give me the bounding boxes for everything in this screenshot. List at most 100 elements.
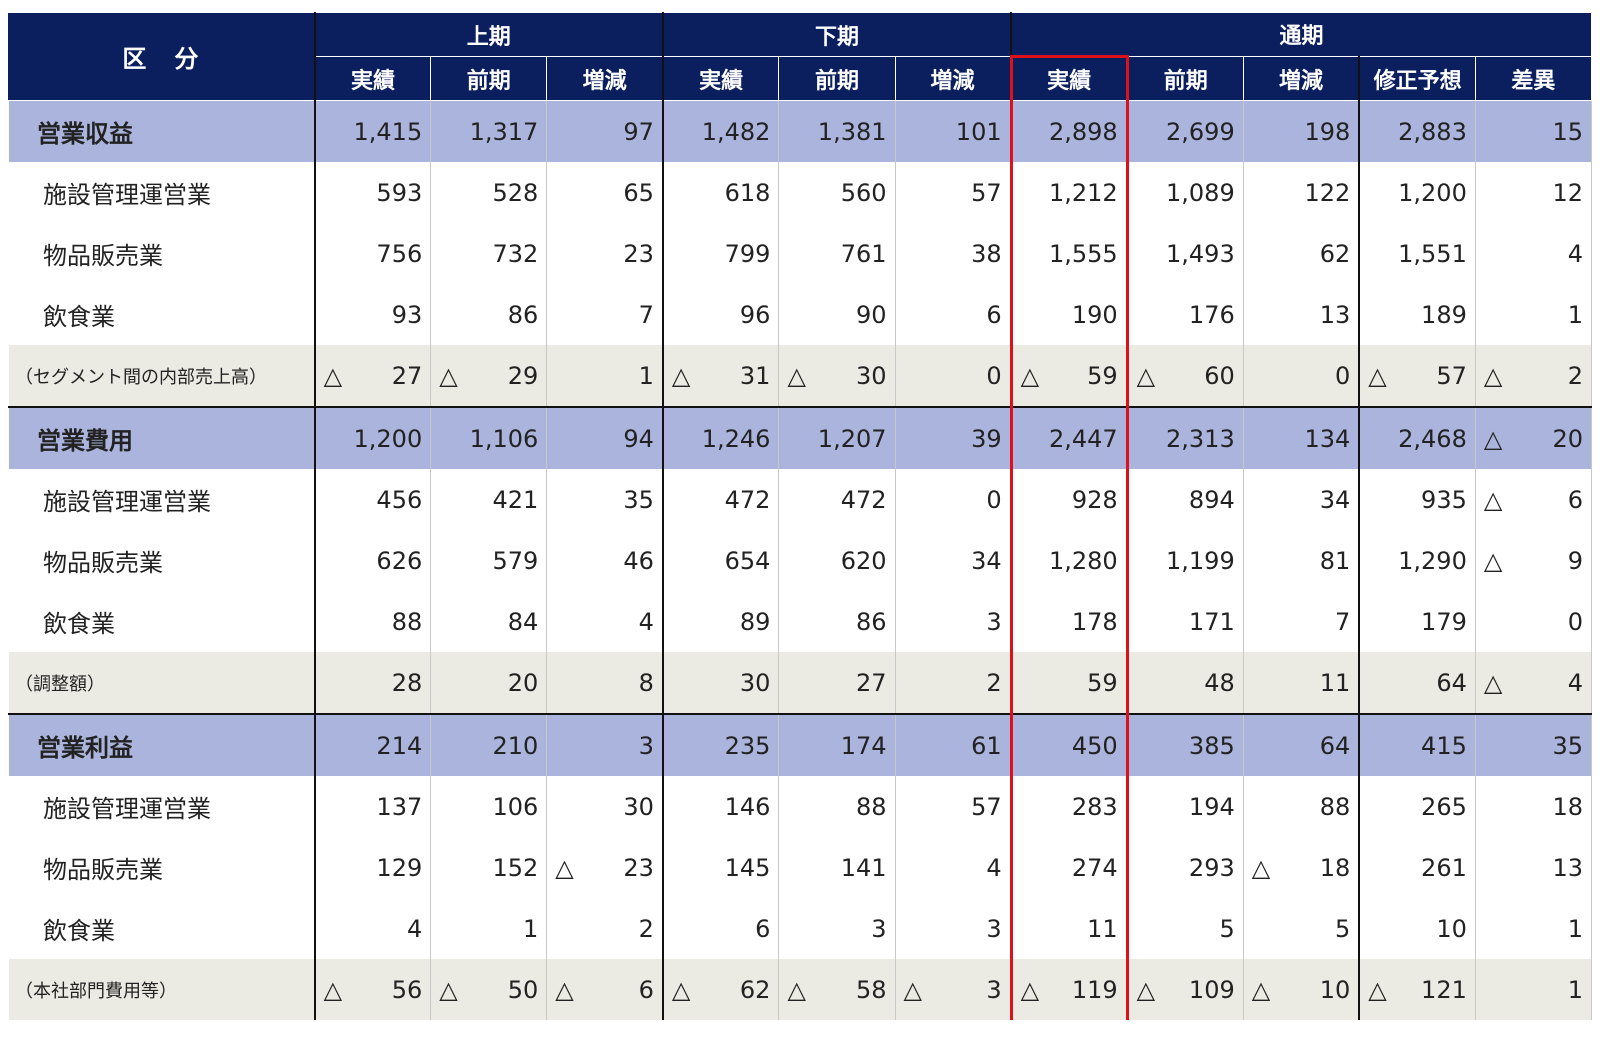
cell-content: 38 [904,240,1002,268]
cell-content: 472 [787,486,887,514]
cell-value: 626 [376,546,423,575]
cell-content: 62 [1252,240,1351,268]
cell-value: 274 [1071,853,1118,882]
table-row: 施設管理運営業 593 528 65 618 560 57 1,212 1,089 122 1,20… [7,162,1593,223]
column-header: 前期 [430,56,548,101]
cell-value: 1 [1567,975,1583,1004]
cell-value: 0 [1335,361,1351,390]
cell-content: 2,699 [1137,118,1235,146]
cell: △ 121 [1358,959,1476,1020]
cell: 28 [313,652,432,714]
cell-content: 528 [439,179,538,207]
cell: 86 [778,591,896,652]
cell-content: 178 [1021,608,1118,636]
cell-value: 50 [507,975,539,1004]
cell: 1,551 [1358,223,1476,284]
cell-value: 18 [1552,792,1583,821]
cell-content: 101 [904,118,1002,146]
cell-value: 5 [1335,914,1351,943]
cell: 86 [430,284,548,345]
cell-value: 2,468 [1398,424,1467,453]
cell-value: 210 [492,731,539,760]
cell-content: △ 18 [1252,854,1351,882]
cell: 1,381 [778,100,896,162]
cell: 179 [1358,591,1476,652]
cell: 799 [661,223,780,284]
cell: 2,883 [1358,100,1476,162]
cell-value: 3 [871,914,887,943]
cell-value: 106 [492,792,539,821]
cell-content: △ 31 [672,362,771,390]
cell-value: 20 [507,668,539,697]
cell-content: 35 [555,486,654,514]
cell-content: 35 [1484,732,1583,760]
cell-value: 145 [724,853,771,882]
cell-content: 141 [787,854,887,882]
cell-content: 235 [672,732,771,760]
cell-content: 90 [787,301,887,329]
cell-value: 6 [1567,485,1583,514]
cell-value: 9 [1567,546,1583,575]
negative-sign: △ [555,853,574,882]
cell: 190 [1009,284,1129,345]
cell-value: 57 [971,792,1002,821]
cell-value: 7 [638,300,654,329]
negative-sign: △ [555,975,574,1004]
cell-content: 84 [439,608,539,636]
cell-content: △ 10 [1252,976,1351,1004]
cell-content: 57 [904,793,1002,821]
cell-content: 415 [1368,732,1467,760]
cell: 23 [546,223,664,284]
row-label: 物品販売業 [7,223,316,284]
cell-content: 472 [672,486,771,514]
cell-content: 1,482 [672,118,771,146]
cell-content: 928 [1021,486,1118,514]
cell-content: 626 [324,546,423,575]
table-row: 飲食業 88 84 4 89 86 3 178 171 7 179 0 [7,591,1593,652]
cell-value: 2,883 [1398,117,1467,146]
cell: 274 [1009,837,1129,898]
cell: 2,898 [1009,100,1129,162]
cell-value: 415 [1421,731,1467,760]
cell-value: 18 [1319,853,1351,882]
cell: 2,468 [1358,406,1476,469]
cell-content: 4 [324,915,422,943]
cell-content: 48 [1137,669,1235,697]
negative-sign: △ [323,975,343,1004]
cell-content: 210 [439,732,538,760]
cell-content: △ 60 [1137,362,1235,390]
cell-content: 190 [1021,301,1118,329]
cell: 4 [1474,223,1593,284]
cell-content: 618 [672,179,771,207]
cell-value: 96 [739,300,771,329]
cell: 3 [894,591,1012,652]
cell: 472 [778,469,896,530]
negative-sign: △ [1483,361,1503,390]
cell: 1,280 [1009,530,1129,591]
cell-value: 0 [1567,607,1583,636]
cell-content: 2,313 [1137,425,1235,453]
cell-value: 799 [724,239,771,268]
cell-content: 1,207 [787,425,887,453]
cell: 11 [1009,898,1129,959]
cell-content: 145 [672,854,771,882]
cell-value: 176 [1188,300,1235,329]
column-header: 前期 [1126,56,1244,101]
cell-content: 86 [439,301,539,329]
negative-sign: △ [439,361,458,390]
cell-value: 34 [1319,485,1351,514]
cell-content: 1 [1484,976,1583,1004]
cell-content: 27 [787,669,887,697]
cell: 456 [313,469,432,530]
cell-value: 1,246 [701,424,771,453]
cell-content: 146 [672,793,771,821]
cell-value: 450 [1071,731,1118,760]
cell: △ 62 [661,959,780,1020]
cell-value: 1 [1567,300,1583,329]
cell-value: 88 [1319,792,1351,821]
cell: 654 [661,530,780,591]
cell-value: 56 [391,975,423,1004]
cell: 93 [313,284,432,345]
cell-value: 528 [492,178,539,207]
cell-value: 46 [623,546,654,575]
